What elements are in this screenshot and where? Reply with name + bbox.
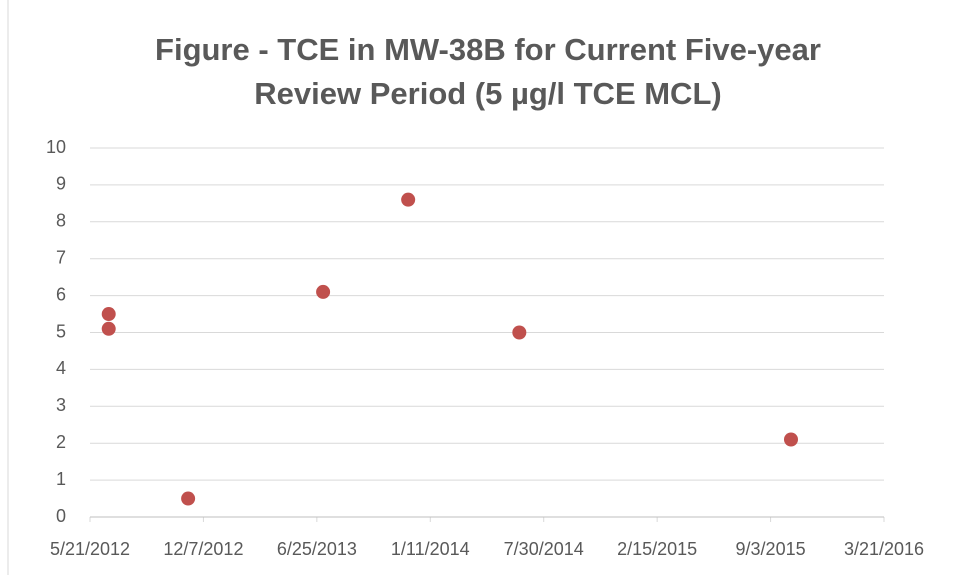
point xyxy=(101,321,116,336)
x-tick-label: 9/3/2015 xyxy=(736,539,806,559)
point xyxy=(181,491,196,506)
y-tick-label: 9 xyxy=(56,174,66,194)
y-tick-label: 5 xyxy=(56,321,66,341)
y-tick-label: 0 xyxy=(56,506,66,526)
point xyxy=(401,192,416,207)
x-tick-label: 12/7/2012 xyxy=(163,539,243,559)
x-tick-label: 3/21/2016 xyxy=(844,539,924,559)
y-tick-label: 1 xyxy=(56,469,66,489)
point xyxy=(101,307,116,322)
x-tick-label: 6/25/2013 xyxy=(277,539,357,559)
y-tick-label: 6 xyxy=(56,284,66,304)
x-tick-label: 2/15/2015 xyxy=(617,539,697,559)
y-tick-label: 7 xyxy=(56,247,66,267)
y-tick-label: 8 xyxy=(56,211,66,231)
y-tick-label: 2 xyxy=(56,432,66,452)
x-tick-label: 1/11/2014 xyxy=(391,539,470,559)
x-tick-label: 7/30/2014 xyxy=(504,539,584,559)
point xyxy=(783,432,798,447)
x-tick-label: 5/21/2012 xyxy=(50,539,130,559)
y-tick-label: 3 xyxy=(56,395,66,415)
y-tick-label: 10 xyxy=(46,137,66,157)
chart-title: Figure - TCE in MW-38B for Current Five-… xyxy=(155,32,821,111)
y-tick-label: 4 xyxy=(56,358,66,378)
point xyxy=(316,284,331,299)
point xyxy=(512,325,527,340)
